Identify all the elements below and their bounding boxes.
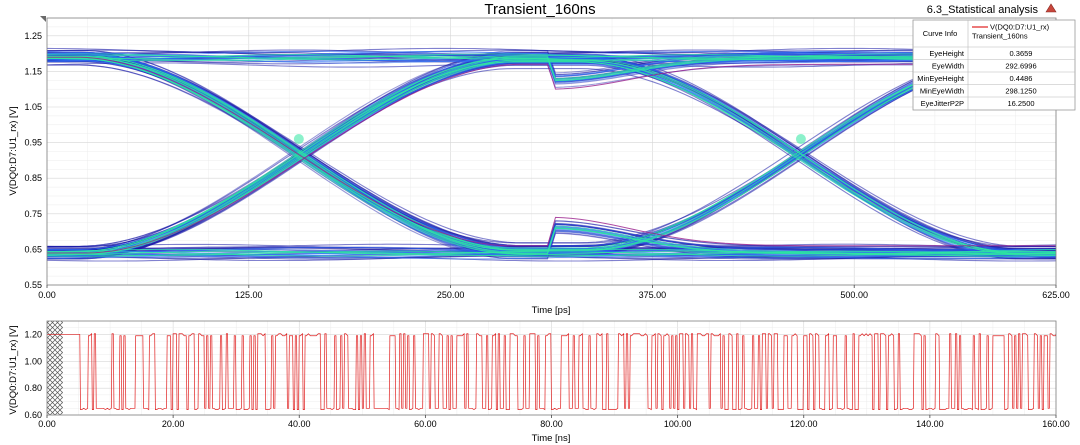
- eye-trace-high: [47, 54, 1056, 60]
- waveform-y-axis-label: V(DQ0:D7:U1_rx) [V]: [8, 325, 19, 414]
- metric-value-eye-jitter: 16.2500: [1007, 99, 1034, 108]
- eye-trace-high-dip: [47, 56, 1056, 255]
- waveform-y-tick-label: 1.20: [24, 329, 42, 339]
- legend-curve-source: Transient_160ns: [972, 32, 1028, 41]
- metric-label-eye-jitter: EyeJitterP2P: [921, 99, 964, 108]
- eye-y-ticks: 0.55 0.65 0.75 0.85 0.95 1.05 1.15 1.25: [24, 31, 42, 290]
- eye-trace-low-bump: [47, 56, 1056, 255]
- corner-marker-icon: [40, 16, 46, 22]
- metric-label-eye-height: EyeHeight: [929, 49, 965, 58]
- waveform-y-ticks: 0.60 0.80 1.00 1.20: [24, 329, 42, 420]
- eye-trace-rise-fall: [47, 59, 1056, 255]
- waveform-trace: [47, 332, 1056, 411]
- chart-title: Transient_160ns: [484, 1, 595, 18]
- eye-y-tick-label: 0.55: [24, 280, 42, 290]
- eye-plot: 0.00 125.00 250.00 375.00 500.00 625.00 0.550…: [8, 17, 1070, 316]
- eye-x-tick-label: 500.00: [840, 290, 868, 300]
- eye-y-axis-label: V(DQ0:D7:U1_rx) [V]: [8, 106, 19, 195]
- eye-plot-frame: [46, 17, 1057, 286]
- eye-trace-low: [47, 250, 1056, 256]
- hatched-settling-region: [47, 321, 63, 415]
- eye-trace-high: [47, 53, 1056, 59]
- eye-x-axis-label: Time [ps]: [532, 305, 571, 316]
- waveform-y-tick-label: 0.60: [24, 410, 42, 420]
- metric-label-min-eye-height: MinEyeHeight: [917, 74, 965, 83]
- eye-trace-low-bump: [47, 49, 1056, 251]
- waveform-x-ticks: 0.00 20.00 40.00 60.00 80.00 100.00 120.00 140.…: [38, 415, 1070, 429]
- waveform-plot: 0.00 20.00 40.00 60.00 80.00 100.00 120.00 140.…: [8, 320, 1070, 444]
- waveform-x-tick-label: 100.00: [664, 419, 692, 429]
- eye-y-tick-label: 0.95: [24, 138, 42, 148]
- eye-x-tick-label: 250.00: [437, 290, 465, 300]
- eye-y-tick-label: 0.65: [24, 244, 42, 254]
- eye-x-ticks: 0.00 125.00 250.00 375.00 500.00 625.00: [38, 285, 1070, 300]
- metric-value-eye-height: 0.3659: [1010, 49, 1033, 58]
- eye-x-tick-label: 125.00: [235, 290, 263, 300]
- metric-value-eye-width: 292.6996: [1005, 62, 1036, 71]
- waveform-x-tick-label: 160.00: [1042, 419, 1070, 429]
- eye-y-tick-label: 1.15: [24, 66, 42, 76]
- waveform-x-tick-label: 40.00: [288, 419, 311, 429]
- eye-trace-high: [47, 47, 1056, 54]
- eye-trace-edge: [47, 56, 1056, 247]
- metric-label-eye-width: EyeWidth: [932, 62, 964, 71]
- eye-crossing-marker: [795, 134, 806, 145]
- eye-trace-high-dip: [47, 58, 1056, 252]
- waveform-x-tick-label: 140.00: [916, 419, 944, 429]
- metric-value-min-eye-height: 0.4486: [1010, 74, 1033, 83]
- eye-y-tick-label: 0.75: [24, 209, 42, 219]
- triangle-marker-icon[interactable]: [1045, 3, 1057, 13]
- waveform-x-tick-label: 80.00: [540, 419, 563, 429]
- eye-y-tick-label: 0.85: [24, 173, 42, 183]
- eye-x-tick-label: 0.00: [38, 290, 56, 300]
- eye-x-tick-label: 375.00: [639, 290, 667, 300]
- analysis-name: 6.3_Statistical analysis: [927, 4, 1039, 16]
- waveform-y-tick-label: 0.80: [24, 383, 42, 393]
- eye-x-tick-label: 625.00: [1042, 290, 1070, 300]
- eye-trace-high-dip: [47, 52, 1056, 255]
- metric-value-min-eye-width: 298.1250: [1005, 87, 1036, 96]
- eye-trace-fall-rise: [47, 58, 1056, 249]
- waveform-x-tick-label: 60.00: [414, 419, 437, 429]
- waveform-traces: [47, 332, 1056, 411]
- eye-traces: [47, 47, 1056, 262]
- eye-trace-low-bump: [47, 64, 1056, 247]
- waveform-y-tick-label: 1.00: [24, 356, 42, 366]
- curve-info-header: Curve Info: [923, 29, 958, 38]
- waveform-x-tick-label: 0.00: [38, 419, 56, 429]
- eye-crossing-marker: [293, 134, 304, 145]
- eye-y-tick-label: 1.25: [24, 31, 42, 41]
- eye-trace-edge: [47, 63, 1056, 254]
- metric-label-min-eye-width: MinEyeWidth: [920, 87, 964, 96]
- eye-trace-fall-rise: [47, 56, 1056, 251]
- waveform-x-tick-label: 20.00: [162, 419, 185, 429]
- legend-curve-name: V(DQ0:D7:U1_rx): [990, 23, 1050, 32]
- waveform-x-tick-label: 120.00: [790, 419, 818, 429]
- waveform-x-axis-label: Time [ns]: [532, 433, 571, 444]
- eye-trace-low-bump: [47, 58, 1056, 252]
- curve-info-panel[interactable]: Curve Info V(DQ0:D7:U1_rx) Transient_160…: [912, 19, 1076, 111]
- eye-y-tick-label: 1.05: [24, 102, 42, 112]
